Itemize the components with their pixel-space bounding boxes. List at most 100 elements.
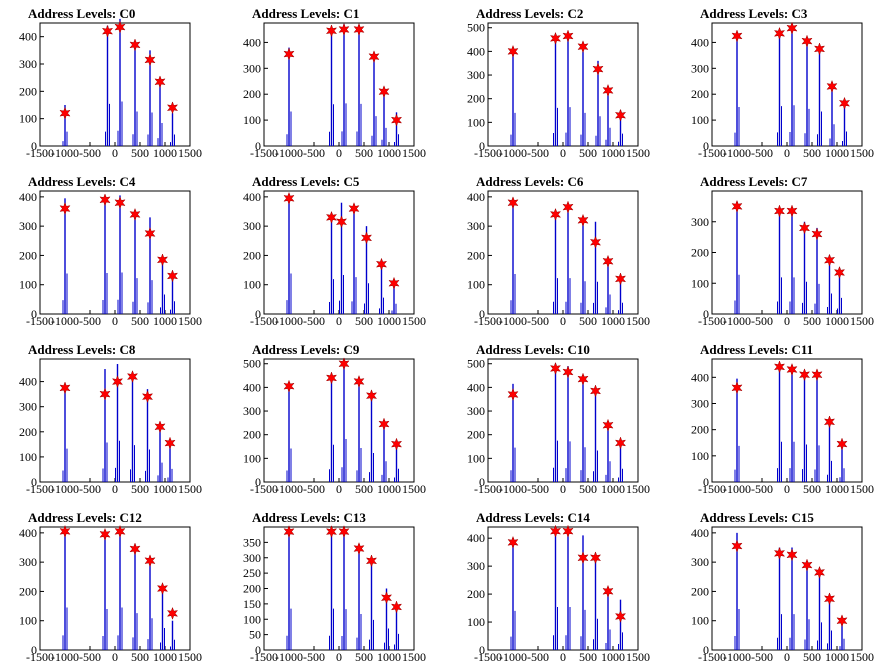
peak-star-marker <box>368 50 380 64</box>
x-tick-label: 500 <box>131 650 149 664</box>
chart-title: Address Levels: C2 <box>476 6 584 21</box>
peak-star-marker <box>353 542 365 556</box>
x-tick-label: 1000 <box>601 650 625 664</box>
y-tick-label: 400 <box>243 190 261 204</box>
y-tick-label: 200 <box>243 87 261 101</box>
y-tick-label: 0 <box>703 307 709 321</box>
peak-star-marker <box>388 276 400 290</box>
y-tick-label: 100 <box>691 113 709 127</box>
y-tick-label: 250 <box>243 566 261 580</box>
chart-panel: 0 100 200 300 400 -1500 -1000 -500 0 500 1000 1500 A… <box>224 168 448 336</box>
x-tick-label: 1500 <box>402 314 426 328</box>
peak-star-marker <box>353 374 365 388</box>
x-tick-label: -500 <box>751 146 773 160</box>
plot-frame <box>487 358 639 483</box>
peak-star-marker <box>836 437 848 451</box>
peak-star-marker <box>59 381 71 395</box>
x-tick-label: 1500 <box>626 314 650 328</box>
x-tick-label: -500 <box>303 314 325 328</box>
chart-svg: 0 100 200 300 400 500 -1500-1000 -500 0 500 1000 15… <box>243 357 426 496</box>
y-tick-label: 100 <box>467 278 485 292</box>
x-tick-label: -1000 <box>51 314 79 328</box>
x-tick-label: 0 <box>560 482 566 496</box>
chart-title: Address Levels: C13 <box>252 510 366 525</box>
x-tick-label: -1000 <box>275 482 303 496</box>
y-tick-label: 100 <box>467 115 485 129</box>
x-tick-label: 500 <box>579 314 597 328</box>
chart-panel: 0 50 100 150 200 250 300 350 -1500 -1000 -500 0 500 1… <box>224 504 448 672</box>
peak-star-marker <box>811 368 823 382</box>
x-tick-label: 1500 <box>402 482 426 496</box>
peak-star-marker <box>338 525 350 539</box>
y-tick-label: 500 <box>243 357 261 371</box>
y-tick-label: 400 <box>19 375 37 389</box>
plot-frame <box>39 526 191 651</box>
x-tick-label: -1500 <box>474 314 502 328</box>
chart-svg: 0 100 200 300 400 -1500-1000 -500 0 500 1000 1500 <box>19 524 202 664</box>
x-tick-label: 500 <box>355 482 373 496</box>
x-tick-label: 1000 <box>825 146 849 160</box>
peak-star-marker <box>144 53 156 67</box>
peak-star-marker <box>589 551 602 565</box>
chart-panel: 0 100 200 300 400 -1500 -1000 -500 0 500 1000 1500 A… <box>0 168 224 336</box>
y-tick-label: 400 <box>467 380 485 394</box>
y-tick-label: 300 <box>691 555 709 569</box>
x-tick-label: -500 <box>303 482 325 496</box>
chart-title: Address Levels: C11 <box>700 342 814 357</box>
chart-svg: 0 100 200 300 400 -1500-1000 -500 0 500 1000 1500 <box>691 358 874 496</box>
chart-panel: 0 100 200 300 400 500 -1500 -1000 -500 0 500 1000 15… <box>448 336 672 504</box>
x-tick-label: 500 <box>355 650 373 664</box>
peak-star-marker <box>283 191 295 205</box>
y-tick-label: 300 <box>243 404 261 418</box>
y-tick-label: 200 <box>467 587 485 601</box>
x-tick-label: 0 <box>112 314 118 328</box>
peak-star-marker <box>338 357 350 371</box>
peak-star-marker <box>166 269 179 283</box>
peak-star-marker <box>577 372 589 386</box>
peak-star-marker <box>283 525 295 539</box>
x-tick-label: -500 <box>527 482 549 496</box>
peak-star-marker <box>577 551 589 565</box>
x-tick-label: -1000 <box>275 146 303 160</box>
peak-star-marker <box>507 196 519 210</box>
y-tick-label: 200 <box>691 423 709 437</box>
peak-star-marker <box>614 272 627 286</box>
y-tick-label: 0 <box>255 643 261 657</box>
x-tick-label: 1500 <box>626 650 650 664</box>
peak-star-marker <box>773 204 786 218</box>
x-tick-label: 1500 <box>850 650 874 664</box>
x-tick-label: -1500 <box>698 650 726 664</box>
x-tick-label: 0 <box>112 146 118 160</box>
y-tick-label: 300 <box>243 551 261 565</box>
peak-star-marker <box>614 436 627 450</box>
x-tick-label: -1000 <box>723 650 751 664</box>
chart-title: Address Levels: C1 <box>252 6 360 21</box>
peak-star-marker <box>549 524 562 538</box>
peak-star-marker <box>114 20 126 34</box>
peak-star-marker <box>731 539 743 553</box>
chart-svg: 0 100 200 300 400 -1500-1000 -500 0 500 1000 1500 <box>467 190 650 328</box>
y-tick-label: 0 <box>255 139 261 153</box>
peak-star-marker <box>360 231 373 245</box>
y-tick-label: 200 <box>467 248 485 262</box>
x-tick-label: 500 <box>131 146 149 160</box>
x-tick-label: 500 <box>803 650 821 664</box>
x-tick-label: 1000 <box>377 650 401 664</box>
x-tick-label: 1000 <box>153 482 177 496</box>
plot-frame <box>263 22 415 147</box>
chart-panel: 0 100 200 300 400 -1500 -1000 -500 0 500 1000 1500 A… <box>672 336 896 504</box>
y-tick-label: 300 <box>19 219 37 233</box>
y-tick-label: 200 <box>19 84 37 98</box>
x-tick-label: 0 <box>560 314 566 328</box>
x-tick-label: 1500 <box>178 650 202 664</box>
peak-star-marker <box>614 609 627 623</box>
plot-frame <box>39 22 191 147</box>
peak-star-marker <box>390 437 403 451</box>
peak-star-marker <box>99 387 111 401</box>
y-tick-label: 300 <box>691 61 709 75</box>
peak-star-marker <box>833 265 846 280</box>
peak-star-marker <box>589 384 602 398</box>
y-tick-label: 0 <box>479 307 485 321</box>
x-tick-label: -1000 <box>275 314 303 328</box>
